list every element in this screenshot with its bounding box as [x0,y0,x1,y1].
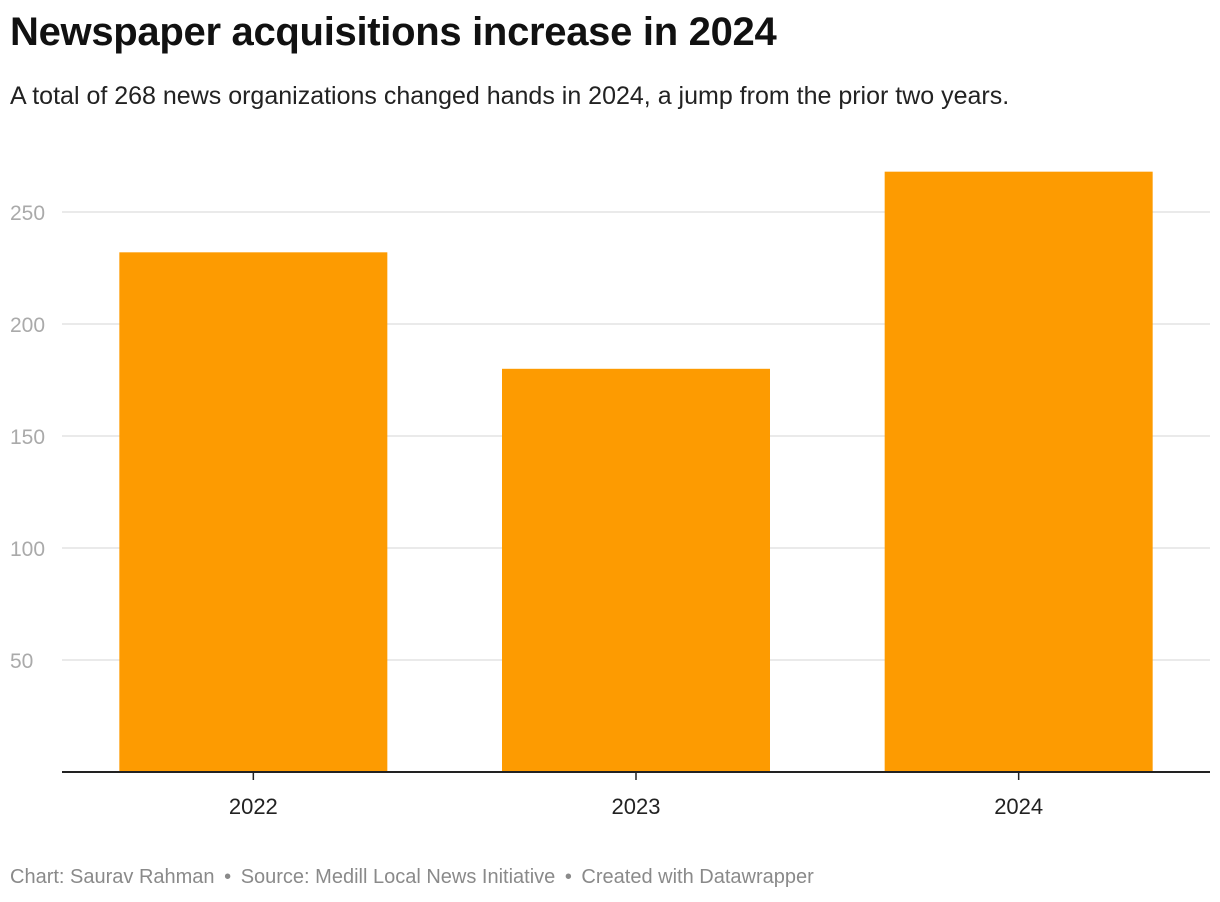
footer-separator: • [564,866,572,888]
bar-2022 [119,252,388,772]
bar-2023 [502,368,770,772]
bars [119,171,1153,772]
chart-subtitle: A total of 268 news organizations change… [10,82,1010,110]
chart-credit: Chart: Saurav Rahman [10,866,215,888]
y-tick-label: 150 [10,426,45,449]
x-tick-label-2023: 2023 [612,794,661,819]
y-tick-label: 200 [10,314,45,337]
chart-footer: Chart: Saurav Rahman • Source: Medill Lo… [10,866,814,889]
x-tick-label-2022: 2022 [229,794,278,819]
y-tick-label: 50 [10,650,33,673]
y-tick-label: 250 [10,202,45,225]
bar-2024 [884,171,1153,772]
source-credit: Source: Medill Local News Initiative [240,866,556,888]
created-with-credit: Created with Datawrapper [581,866,814,888]
bar-chart: 50 100 150 200 250 2022 2023 2024 [10,171,1210,819]
footer-separator: • [224,866,232,888]
y-tick-label: 100 [10,538,45,561]
x-tick-label-2024: 2024 [994,794,1043,819]
x-ticks: 2022 2023 2024 [229,772,1043,819]
chart-title: Newspaper acquisitions increase in 2024 [10,10,777,54]
